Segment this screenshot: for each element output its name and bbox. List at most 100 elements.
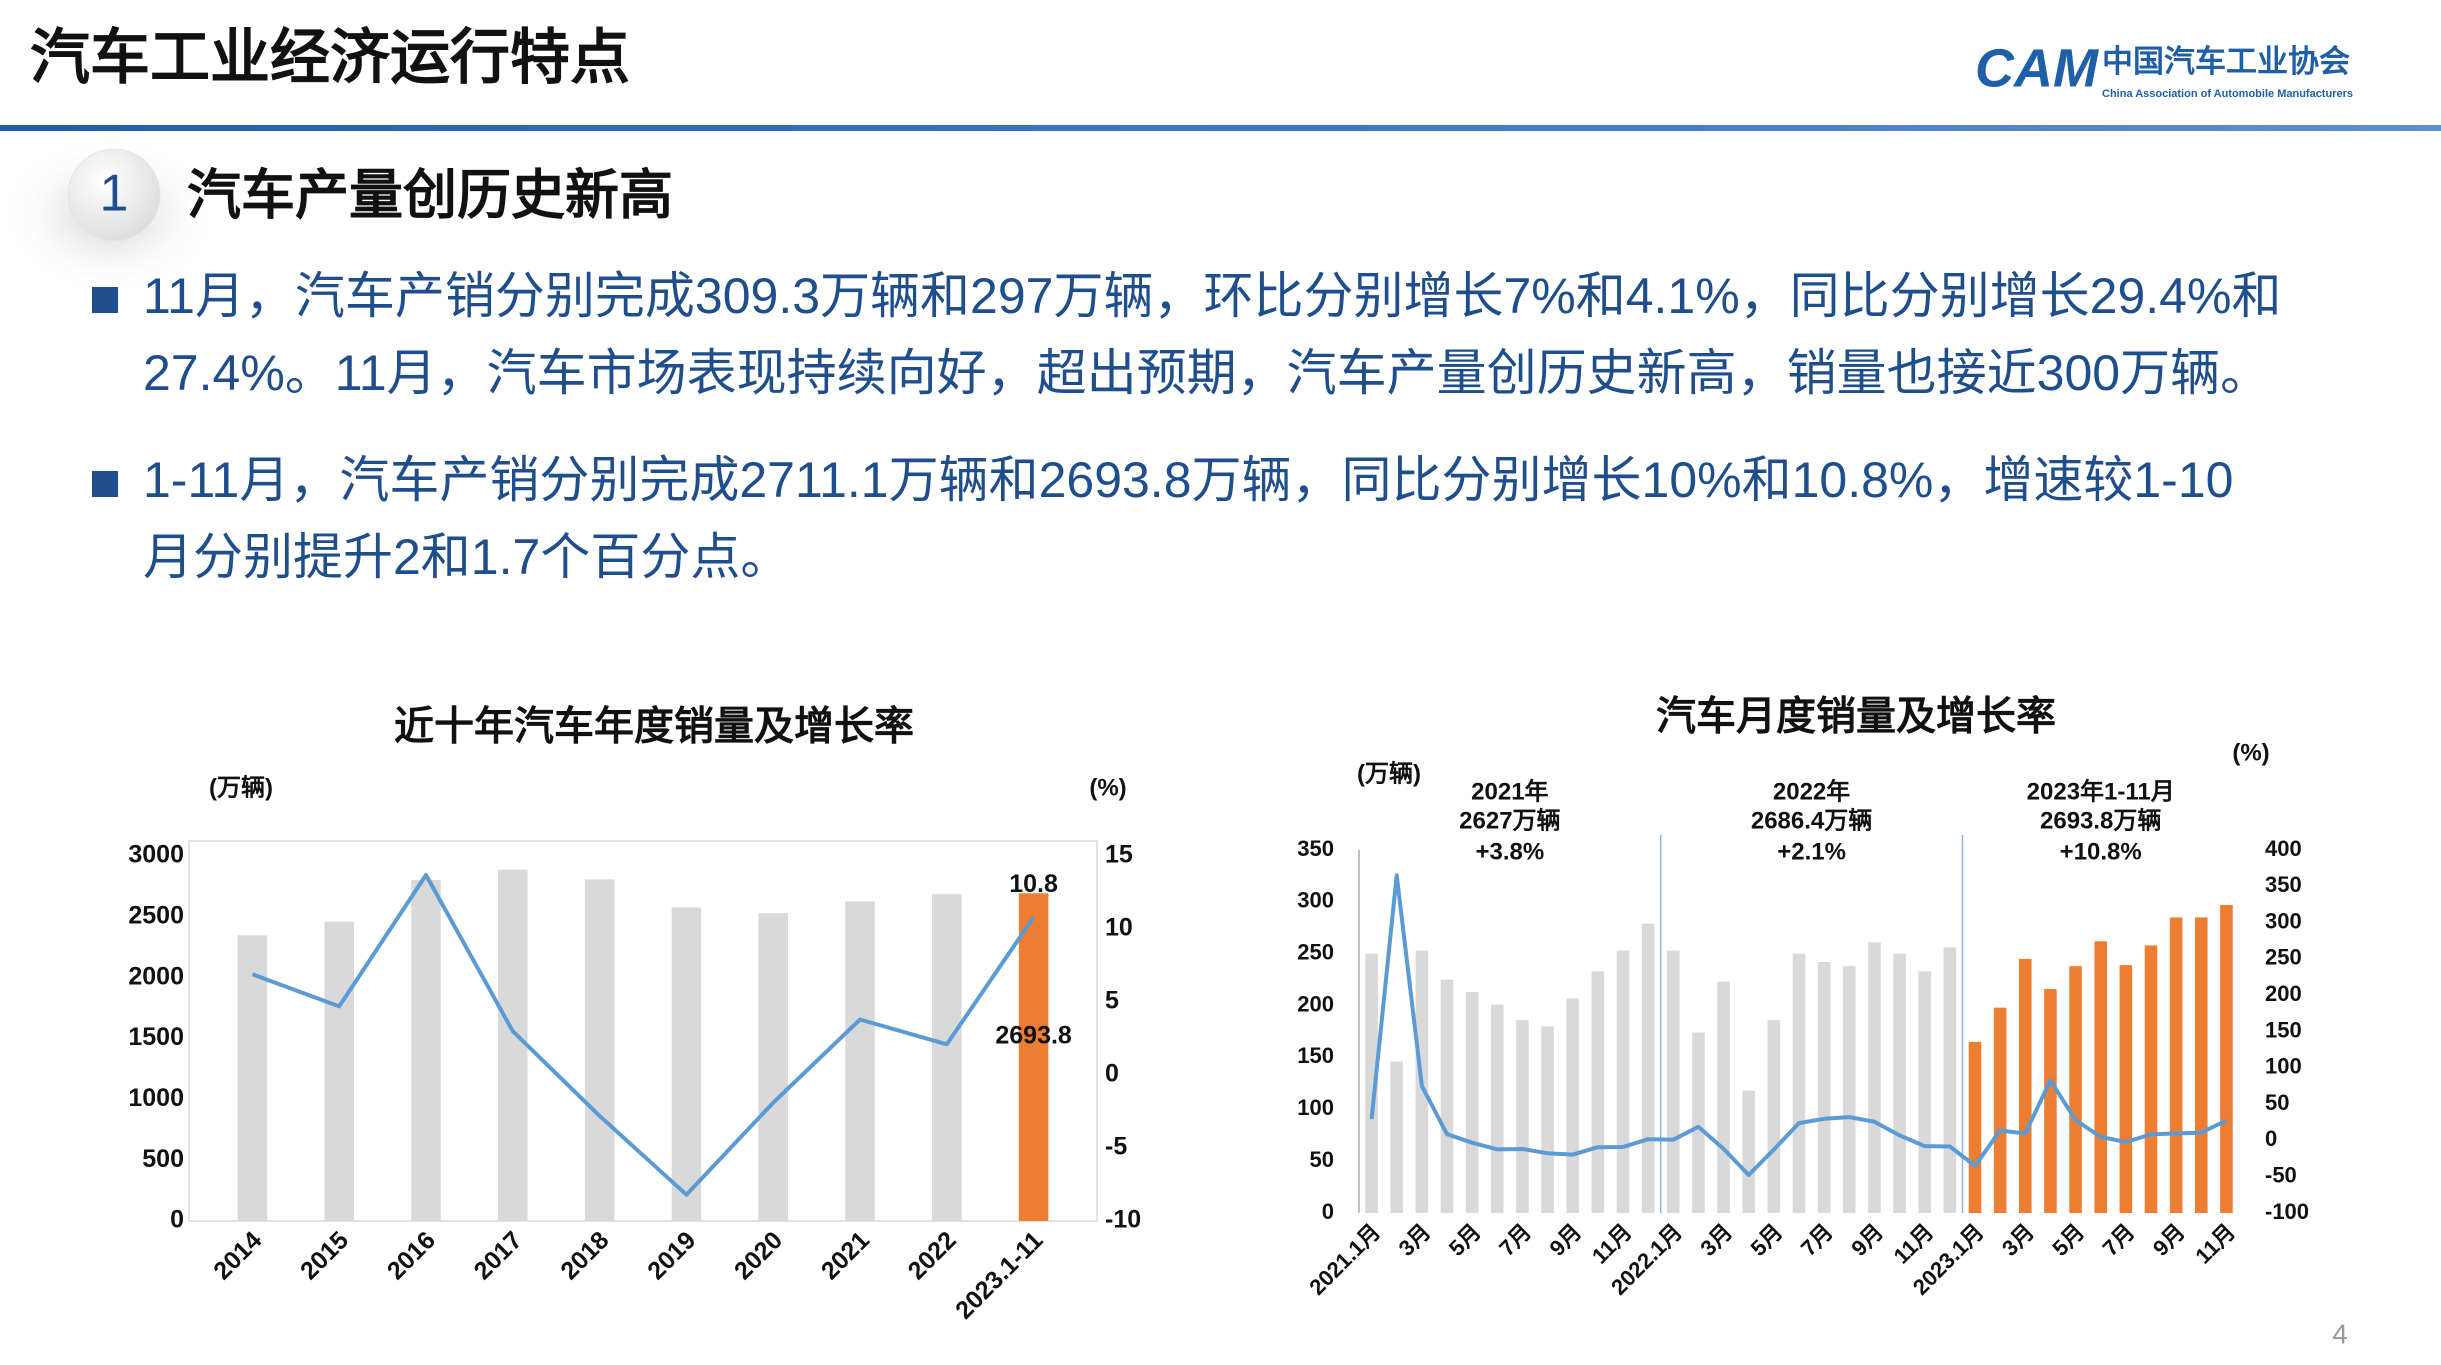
x-tick-label: 9月: [1544, 1219, 1586, 1261]
x-tick-label: 3月: [1997, 1219, 2039, 1261]
logo-name-en: China Association of Automobile Manufact…: [2102, 88, 2353, 100]
page-number: 4: [2332, 1318, 2348, 1349]
x-tick-label: 2018: [555, 1226, 614, 1285]
bar: [1817, 962, 1831, 1213]
bar: [671, 907, 702, 1221]
y2-tick-label: 150: [2265, 1017, 2302, 1042]
bar: [1968, 1041, 1982, 1213]
bar: [1918, 971, 1931, 1213]
plot-frame: [188, 840, 1098, 1222]
bar: [1692, 1032, 1705, 1213]
bar: [324, 921, 354, 1221]
data-label: 10.8: [1009, 870, 1058, 898]
bar: [1616, 950, 1630, 1213]
section-number: 1: [100, 165, 129, 223]
x-tick-label: 2016: [382, 1226, 441, 1285]
y2-tick-label: -100: [2265, 1199, 2309, 1224]
bar: [845, 901, 875, 1221]
y-tick-label: 1000: [128, 1084, 184, 1112]
y2-tick-label: 100: [2265, 1054, 2302, 1079]
bar: [1843, 966, 1856, 1213]
bullet-text: 月分别提升2和1.7个百分点。: [143, 529, 790, 585]
x-tick-label: 3月: [1695, 1219, 1737, 1261]
y-tick-label: 2500: [128, 901, 184, 929]
y-tick-label: 500: [142, 1145, 184, 1173]
x-tick-label: 2017: [469, 1226, 528, 1285]
y-tick-label: 3000: [128, 841, 184, 869]
bar: [237, 935, 268, 1221]
annotation: 2693.8万辆: [2040, 807, 2161, 834]
bar: [2019, 958, 2032, 1213]
bar: [1868, 942, 1881, 1213]
x-tick-label: 7月: [2098, 1219, 2140, 1261]
y2-tick-label: -50: [2265, 1163, 2297, 1188]
bar: [1365, 953, 1378, 1213]
y2-tick-label: 0: [1105, 1060, 1119, 1088]
x-tick-label: 9月: [2148, 1219, 2190, 1261]
annotation: 2686.4万辆: [1751, 807, 1872, 834]
bar: [2069, 966, 2082, 1213]
bar: [1893, 953, 1906, 1213]
x-tick-label: 2023.1-11: [950, 1226, 1049, 1325]
annotation: 2021年: [1471, 777, 1548, 805]
bullet-text: 27.4%。11月，汽车市场表现持续向好，超出预期，汽车产量创历史新高，销量也接…: [143, 345, 2270, 401]
data-label: 2693.8: [995, 1022, 1072, 1050]
bar: [1993, 1007, 2007, 1213]
section-badge: [67, 148, 161, 242]
y-axis-label: (万辆): [209, 774, 273, 801]
bar: [1440, 979, 1454, 1213]
y2-tick-label: 250: [2265, 945, 2302, 970]
y2-tick-label: 400: [2265, 836, 2302, 861]
y2-tick-label: 200: [2265, 981, 2302, 1006]
y-tick-label: 0: [170, 1206, 184, 1234]
y-tick-label: 150: [1297, 1043, 1334, 1068]
bar: [498, 869, 528, 1221]
bar: [2169, 917, 2183, 1213]
bar: [1767, 1020, 1781, 1213]
bar: [1566, 998, 1579, 1213]
annotation: 2022年: [1773, 777, 1850, 805]
logo-name: 中国汽车工业协会: [2102, 44, 2350, 79]
y-tick-label: 50: [1310, 1147, 1334, 1172]
annotation: +2.1%: [1777, 838, 1846, 865]
x-tick-label: 5月: [1746, 1219, 1788, 1261]
bar: [2044, 988, 2057, 1213]
y-tick-label: 100: [1297, 1095, 1334, 1120]
bar: [1018, 893, 1049, 1221]
y2-tick-label: 0: [2265, 1126, 2277, 1151]
y-tick-label: 1500: [128, 1023, 184, 1051]
annotation: +3.8%: [1475, 838, 1544, 865]
chart-title: 近十年汽车年度销量及增长率: [394, 705, 914, 749]
y2-axis-label: (%): [2232, 739, 2269, 766]
line-series: [1369, 873, 2228, 1177]
bar: [2220, 904, 2233, 1213]
x-tick-label: 3月: [1394, 1219, 1436, 1261]
y2-tick-label: 15: [1105, 841, 1133, 869]
y-tick-label: 350: [1297, 836, 1334, 861]
annotation: 2023年1-11月: [2027, 777, 2175, 805]
bar: [758, 913, 788, 1221]
chart-title: 汽车月度销量及增长率: [1656, 695, 2056, 739]
bar: [411, 879, 441, 1221]
bar: [584, 879, 615, 1221]
bar: [2119, 965, 2133, 1213]
y2-axis-label: (%): [1089, 774, 1126, 801]
bar: [2094, 941, 2107, 1213]
y-tick-label: 0: [1322, 1199, 1334, 1224]
x-tick-label: 2021.1月: [1304, 1219, 1385, 1300]
y-axis-label: (万辆): [1357, 760, 1421, 787]
x-tick-label: 2019: [642, 1226, 701, 1285]
bullet-text: 1-11月，汽车产销分别完成2711.1万辆和2693.8万辆，同比分别增长10…: [143, 452, 2233, 508]
y2-tick-label: 350: [2265, 872, 2302, 897]
header-title: 汽车工业经济运行特点: [30, 24, 630, 91]
bar: [1667, 950, 1680, 1213]
y-tick-label: 2000: [128, 962, 184, 990]
y-tick-label: 300: [1297, 888, 1334, 913]
bullet-marker: [92, 471, 118, 497]
bar: [1717, 981, 1730, 1213]
bar: [1491, 1004, 1504, 1213]
x-tick-label: 11月: [2190, 1219, 2240, 1269]
bar: [1541, 1026, 1554, 1213]
x-tick-label: 2014: [208, 1226, 267, 1285]
bar: [932, 894, 962, 1221]
